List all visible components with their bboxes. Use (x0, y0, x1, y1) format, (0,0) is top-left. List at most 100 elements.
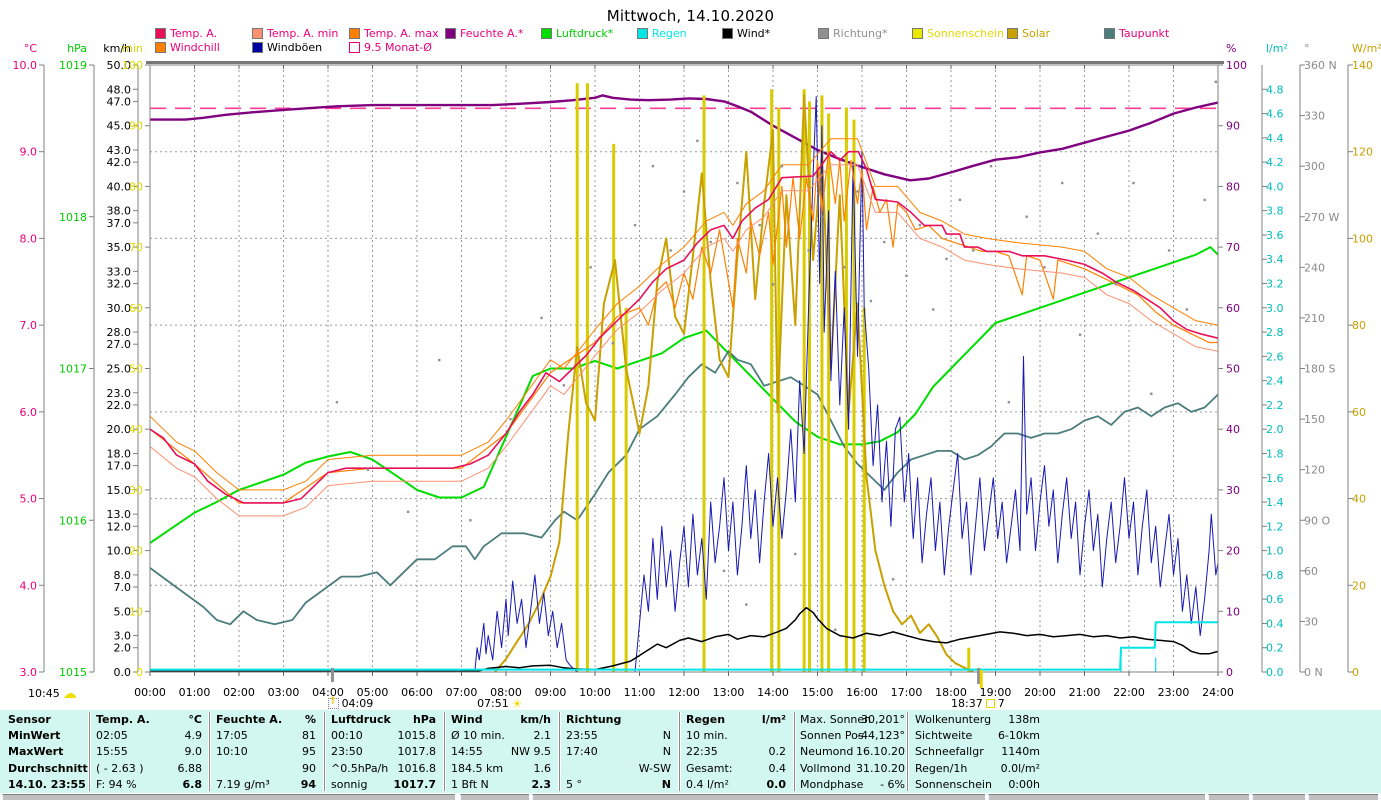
svg-text:1016: 1016 (59, 514, 87, 527)
svg-text:0.0: 0.0 (1266, 666, 1284, 679)
table-section-luftdruck-header: Luftdruck hPa (331, 712, 436, 728)
axis-solar-wm2: W/m² 140 120 100 80 60 40 20 0 (1347, 42, 1381, 679)
weather-chart: °C10.09.08.07.06.05.04.03.0hPa1019101810… (13, 42, 1381, 699)
table-row-label: 14.10. 23:55 (8, 777, 86, 791)
legend-swatch-temp-a-icon (155, 27, 166, 39)
cell-label: 17:05 (216, 729, 248, 743)
svg-text:80: 80 (1352, 319, 1366, 332)
status-strip (0, 793, 1381, 800)
legend-swatch-regen-icon (637, 27, 648, 39)
table-section-regen-row: Gesamt: 0.4 (686, 761, 786, 777)
svg-text:2.8: 2.8 (1266, 326, 1284, 339)
svg-text:09:00: 09:00 (535, 686, 567, 699)
sensor-summary-table: Sensor MinWert MaxWert Durchschnitt 14.10. 2… (0, 710, 1381, 793)
cell-label: 184.5 km (451, 761, 504, 775)
svg-text:3.2: 3.2 (1266, 278, 1284, 291)
svg-text:10: 10 (129, 605, 143, 618)
axis-temp-c: °C 10.0 9.0 8.0 7.0 6.0 5.0 4.0 3.0 (13, 42, 45, 679)
cell-label: 23:55 (566, 729, 598, 743)
series-temp-a (149, 150, 1219, 504)
svg-text:18:00: 18:00 (935, 686, 967, 699)
table-section-luftdruck-row: ^0.5hPa/h 1016.8 (331, 761, 436, 777)
cell-value: W-SW (638, 761, 671, 775)
status-strip-segment (988, 794, 1205, 800)
table-info-wolkenunterg: Wolkenunterg 138m (915, 712, 1040, 728)
cell-value: 81 (302, 729, 316, 743)
cell-label: 10:10 (216, 745, 248, 759)
svg-text:3.0: 3.0 (114, 630, 132, 643)
legend-item-richtung: Richtung* (818, 27, 887, 40)
axis-pressure-hpa: hPa 1019 1018 1017 1016 1015 (59, 42, 95, 679)
info-value: 138m (1008, 713, 1040, 726)
plot-frame (146, 61, 1224, 676)
svg-text:2.2: 2.2 (1266, 399, 1284, 412)
svg-text:min: min (122, 42, 143, 55)
svg-text:360 N: 360 N (1304, 59, 1337, 72)
status-strip-segment (532, 794, 985, 800)
cell-label: 0.4 l/m² (686, 777, 729, 791)
cell-value: 2.1 (533, 729, 552, 743)
svg-text:10:00: 10:00 (579, 686, 611, 699)
info-value: 6-10km (997, 729, 1040, 743)
table-separator (323, 712, 326, 791)
table-section-wind-row: 14:55 NW 9.5 (451, 744, 551, 760)
svg-text:1017: 1017 (59, 363, 87, 376)
status-strip-segment (460, 794, 529, 800)
svg-text:100: 100 (122, 59, 143, 72)
svg-text:90: 90 (129, 120, 143, 133)
cell-label: 17:40 (566, 745, 598, 759)
svg-text:270 W: 270 W (1304, 211, 1339, 224)
svg-text:08:00: 08:00 (490, 686, 522, 699)
table-info-sichtweite: Sichtweite 6-10km (915, 728, 1040, 744)
svg-text:35.0: 35.0 (107, 241, 132, 254)
svg-text:21:00: 21:00 (1069, 686, 1101, 699)
svg-text:1015: 1015 (59, 666, 87, 679)
table-section-richtung-row: 5 ° N (566, 777, 671, 793)
svg-text:4.0: 4.0 (1266, 180, 1284, 193)
moonrise-icon: ↑ (327, 696, 339, 709)
cell-value: 1.6 (533, 761, 552, 775)
svg-text:04:00: 04:00 (312, 686, 344, 699)
svg-text:70: 70 (129, 241, 143, 254)
legend-label: Regen (652, 26, 687, 40)
legend-label: Luftdruck* (556, 26, 614, 40)
svg-text:13:00: 13:00 (713, 686, 745, 699)
grid (150, 65, 1218, 672)
svg-text:0.4: 0.4 (1266, 617, 1284, 630)
moonrise-annotation: ↑ 04:09 (327, 696, 374, 710)
legend-item-sonnenschein: Sonnenschein (912, 27, 1004, 40)
table-separator (678, 712, 681, 791)
svg-text:W/m²: W/m² (1352, 42, 1381, 55)
svg-text:00:00: 00:00 (134, 686, 166, 699)
cell-label: 14:55 (451, 745, 483, 759)
table-section-temp-a-row: ( - 2.63 ) 6.88 (96, 761, 202, 777)
svg-text:17:00: 17:00 (891, 686, 923, 699)
column-header: Luftdruck (331, 713, 391, 726)
svg-text:23.0: 23.0 (107, 387, 132, 400)
svg-text:24:00: 24:00 (1202, 686, 1234, 699)
info-value: 30,201° (861, 713, 905, 726)
svg-text:50: 50 (1226, 363, 1240, 376)
svg-text:0.0: 0.0 (114, 666, 132, 679)
svg-text:2.4: 2.4 (1266, 375, 1284, 388)
svg-text:43.0: 43.0 (107, 144, 132, 157)
svg-text:4.4: 4.4 (1266, 132, 1284, 145)
svg-text:7.0: 7.0 (20, 319, 38, 332)
svg-text:17.0: 17.0 (107, 460, 132, 473)
cell-label: 02:05 (96, 729, 128, 743)
info-label: Mondphase (800, 777, 864, 791)
svg-text:180 S: 180 S (1304, 363, 1335, 376)
cell-label: sonnig (331, 777, 368, 791)
info-value: -44,123° (857, 729, 905, 743)
svg-text:0.8: 0.8 (1266, 569, 1284, 582)
table-section-regen-header: Regen l/m² (686, 712, 786, 728)
cell-label: 22:35 (686, 745, 718, 759)
legend-item-temp-a-min: Temp. A. min (252, 27, 338, 40)
table-info-vollmond: Vollmond 31.10.20 (800, 761, 905, 777)
svg-text:210: 210 (1304, 312, 1325, 325)
cell-value: 1016.8 (397, 761, 437, 775)
moonrise-time: 04:09 (341, 697, 374, 710)
sunrise-annotation: 07:51 ☀ (477, 697, 522, 710)
svg-text:40: 40 (1226, 423, 1240, 436)
